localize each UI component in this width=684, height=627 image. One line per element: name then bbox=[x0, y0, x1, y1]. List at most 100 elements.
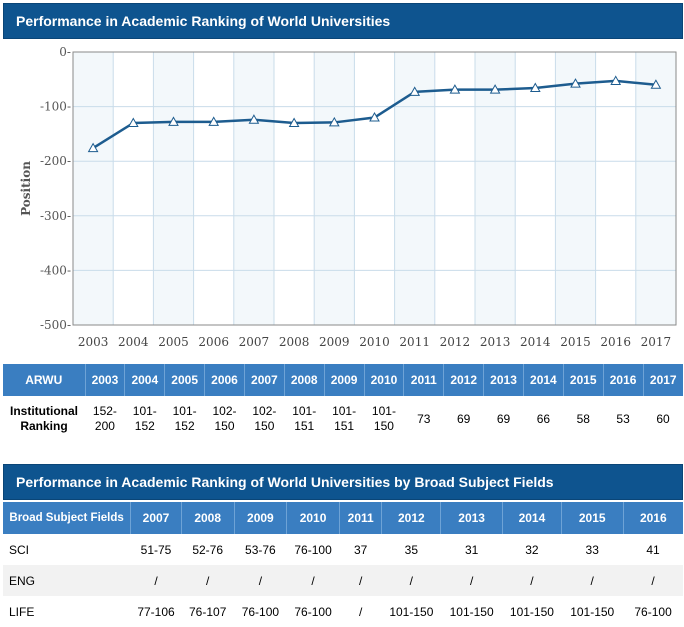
data-point bbox=[168, 116, 179, 126]
section-title-subject-fields: Performance in Academic Ranking of World… bbox=[3, 464, 683, 500]
plot-band bbox=[233, 52, 274, 325]
table-cell: 32 bbox=[502, 534, 562, 565]
subject-table-header: Broad Subject Fields 2007 2008 2009 2010 2011… bbox=[3, 502, 683, 534]
y-tick-label: -400- bbox=[40, 263, 71, 277]
table-cell: 102-150 bbox=[204, 396, 245, 442]
table-cell: 76-100 bbox=[234, 596, 287, 627]
table-cell: 76-100 bbox=[286, 534, 340, 565]
data-point bbox=[208, 116, 220, 126]
data-point bbox=[529, 82, 541, 93]
table-cell: 101-152 bbox=[124, 396, 165, 442]
y-tick-label: -200- bbox=[40, 154, 71, 168]
table-cell: 53 bbox=[603, 396, 644, 442]
table-cell: / bbox=[561, 565, 624, 596]
table-row: Institutional Ranking 152-200 101-152 101-1… bbox=[3, 396, 683, 442]
table-cell: 76-100 bbox=[623, 596, 683, 627]
table-row: LIFE 77-106 76-107 76-100 76-100/101-150 101-… bbox=[3, 596, 683, 627]
table-cell: 101-150 bbox=[440, 596, 503, 627]
x-tick-label: 2008 bbox=[279, 335, 310, 349]
column-header: 2007 bbox=[130, 502, 182, 534]
plot-band bbox=[153, 52, 194, 325]
column-header: 2014 bbox=[522, 364, 564, 396]
section-title-text: Performance in Academic Ranking of World… bbox=[16, 474, 554, 490]
table-cell: / bbox=[440, 565, 503, 596]
x-tick-label: 2010 bbox=[359, 335, 390, 349]
x-tick-label: 2009 bbox=[319, 335, 350, 349]
plot-band bbox=[635, 52, 676, 325]
plot-frame bbox=[72, 51, 677, 326]
column-header: 2011 bbox=[403, 364, 444, 396]
data-point bbox=[288, 117, 300, 127]
y-tick-label: -500- bbox=[40, 318, 71, 332]
column-header: 2015 bbox=[560, 502, 624, 534]
arwu-ranking-table: ARWU 2003 2004 2005 2006 2007 2008 2009 2010 2011… bbox=[3, 364, 683, 442]
table-cell: 52-76 bbox=[181, 534, 235, 565]
column-header: 2009 bbox=[233, 502, 287, 534]
table-cell: 101-150 bbox=[381, 596, 441, 627]
table-cell: / bbox=[181, 565, 235, 596]
table-cell: 73 bbox=[403, 396, 444, 442]
plot-band bbox=[73, 52, 114, 325]
plot-band bbox=[314, 52, 355, 325]
table-cell: 33 bbox=[561, 534, 624, 565]
row-label: SCI bbox=[3, 534, 131, 565]
y-tick-label: -100- bbox=[40, 100, 71, 114]
ranking-chart: 0- -100- -200- -300- -400- -500- 2003 2004 2005 2… bbox=[3, 40, 683, 362]
table-cell: / bbox=[623, 565, 683, 596]
column-header: Broad Subject Fields bbox=[3, 502, 131, 534]
table-cell: 77-106 bbox=[130, 596, 182, 627]
table-cell: 60 bbox=[643, 396, 683, 442]
column-header: 2006 bbox=[204, 364, 245, 396]
section-title-arwu: Performance in Academic Ranking of World… bbox=[3, 3, 683, 39]
table-cell: 101-150 bbox=[364, 396, 404, 442]
column-header: 2008 bbox=[283, 364, 325, 396]
data-point bbox=[87, 142, 99, 153]
data-point bbox=[570, 78, 581, 88]
data-point bbox=[650, 79, 662, 89]
table-row: SCI 51-75 52-76 53-76 76-100 37 35 31 32 33 41 bbox=[3, 534, 683, 565]
data-point bbox=[328, 116, 340, 127]
subject-fields-table: Broad Subject Fields 2007 2008 2009 2010 2011… bbox=[3, 502, 683, 627]
table-cell: 101-150 bbox=[561, 596, 624, 627]
table-cell: 102-150 bbox=[244, 396, 285, 442]
column-header: 2008 bbox=[180, 502, 235, 534]
column-header: 2017 bbox=[642, 364, 683, 396]
section-title-text: Performance in Academic Ranking of World… bbox=[16, 13, 391, 29]
table-cell: / bbox=[130, 565, 182, 596]
table-cell: / bbox=[234, 565, 287, 596]
column-header: 2011 bbox=[338, 502, 382, 534]
table-cell: 69 bbox=[443, 396, 484, 442]
table-cell: 69 bbox=[483, 396, 524, 442]
table-cell: 76-107 bbox=[181, 596, 235, 627]
plot-band bbox=[475, 52, 516, 325]
x-tick-label: 2015 bbox=[560, 335, 591, 349]
column-header: 2005 bbox=[164, 364, 205, 396]
column-header: 2007 bbox=[243, 364, 285, 396]
column-header: 2015 bbox=[562, 364, 604, 396]
data-point bbox=[369, 112, 380, 122]
column-header: 2016 bbox=[622, 502, 683, 534]
x-tick-label: 2014 bbox=[520, 335, 551, 349]
x-tick-label: 2017 bbox=[641, 335, 672, 349]
column-header: 2009 bbox=[323, 364, 365, 396]
arwu-table-header: ARWU 2003 2004 2005 2006 2007 2008 2009 2010 2011… bbox=[3, 364, 683, 396]
row-label: ENG bbox=[3, 565, 131, 596]
x-tick-label: 2016 bbox=[600, 335, 631, 349]
table-cell: 41 bbox=[623, 534, 683, 565]
table-cell: 101-150 bbox=[502, 596, 562, 627]
plot-band bbox=[394, 52, 435, 325]
table-cell: 58 bbox=[563, 396, 604, 442]
table-cell: 101-151 bbox=[284, 396, 325, 442]
table-cell: / bbox=[339, 596, 382, 627]
data-point bbox=[449, 84, 461, 94]
x-tick-label: 2007 bbox=[239, 335, 270, 349]
row-label: LIFE bbox=[3, 596, 131, 627]
x-tick-label: 2004 bbox=[118, 335, 149, 349]
column-header: 2014 bbox=[502, 502, 562, 534]
x-tick-label: 2013 bbox=[480, 335, 511, 349]
ranking-chart-svg: 0- -100- -200- -300- -400- -500- 2003 2004 2005 2… bbox=[19, 45, 677, 349]
column-header: 2013 bbox=[440, 502, 503, 534]
table-cell: 152-200 bbox=[85, 396, 125, 442]
table-cell: 31 bbox=[440, 534, 503, 565]
table-cell: 66 bbox=[523, 396, 564, 442]
